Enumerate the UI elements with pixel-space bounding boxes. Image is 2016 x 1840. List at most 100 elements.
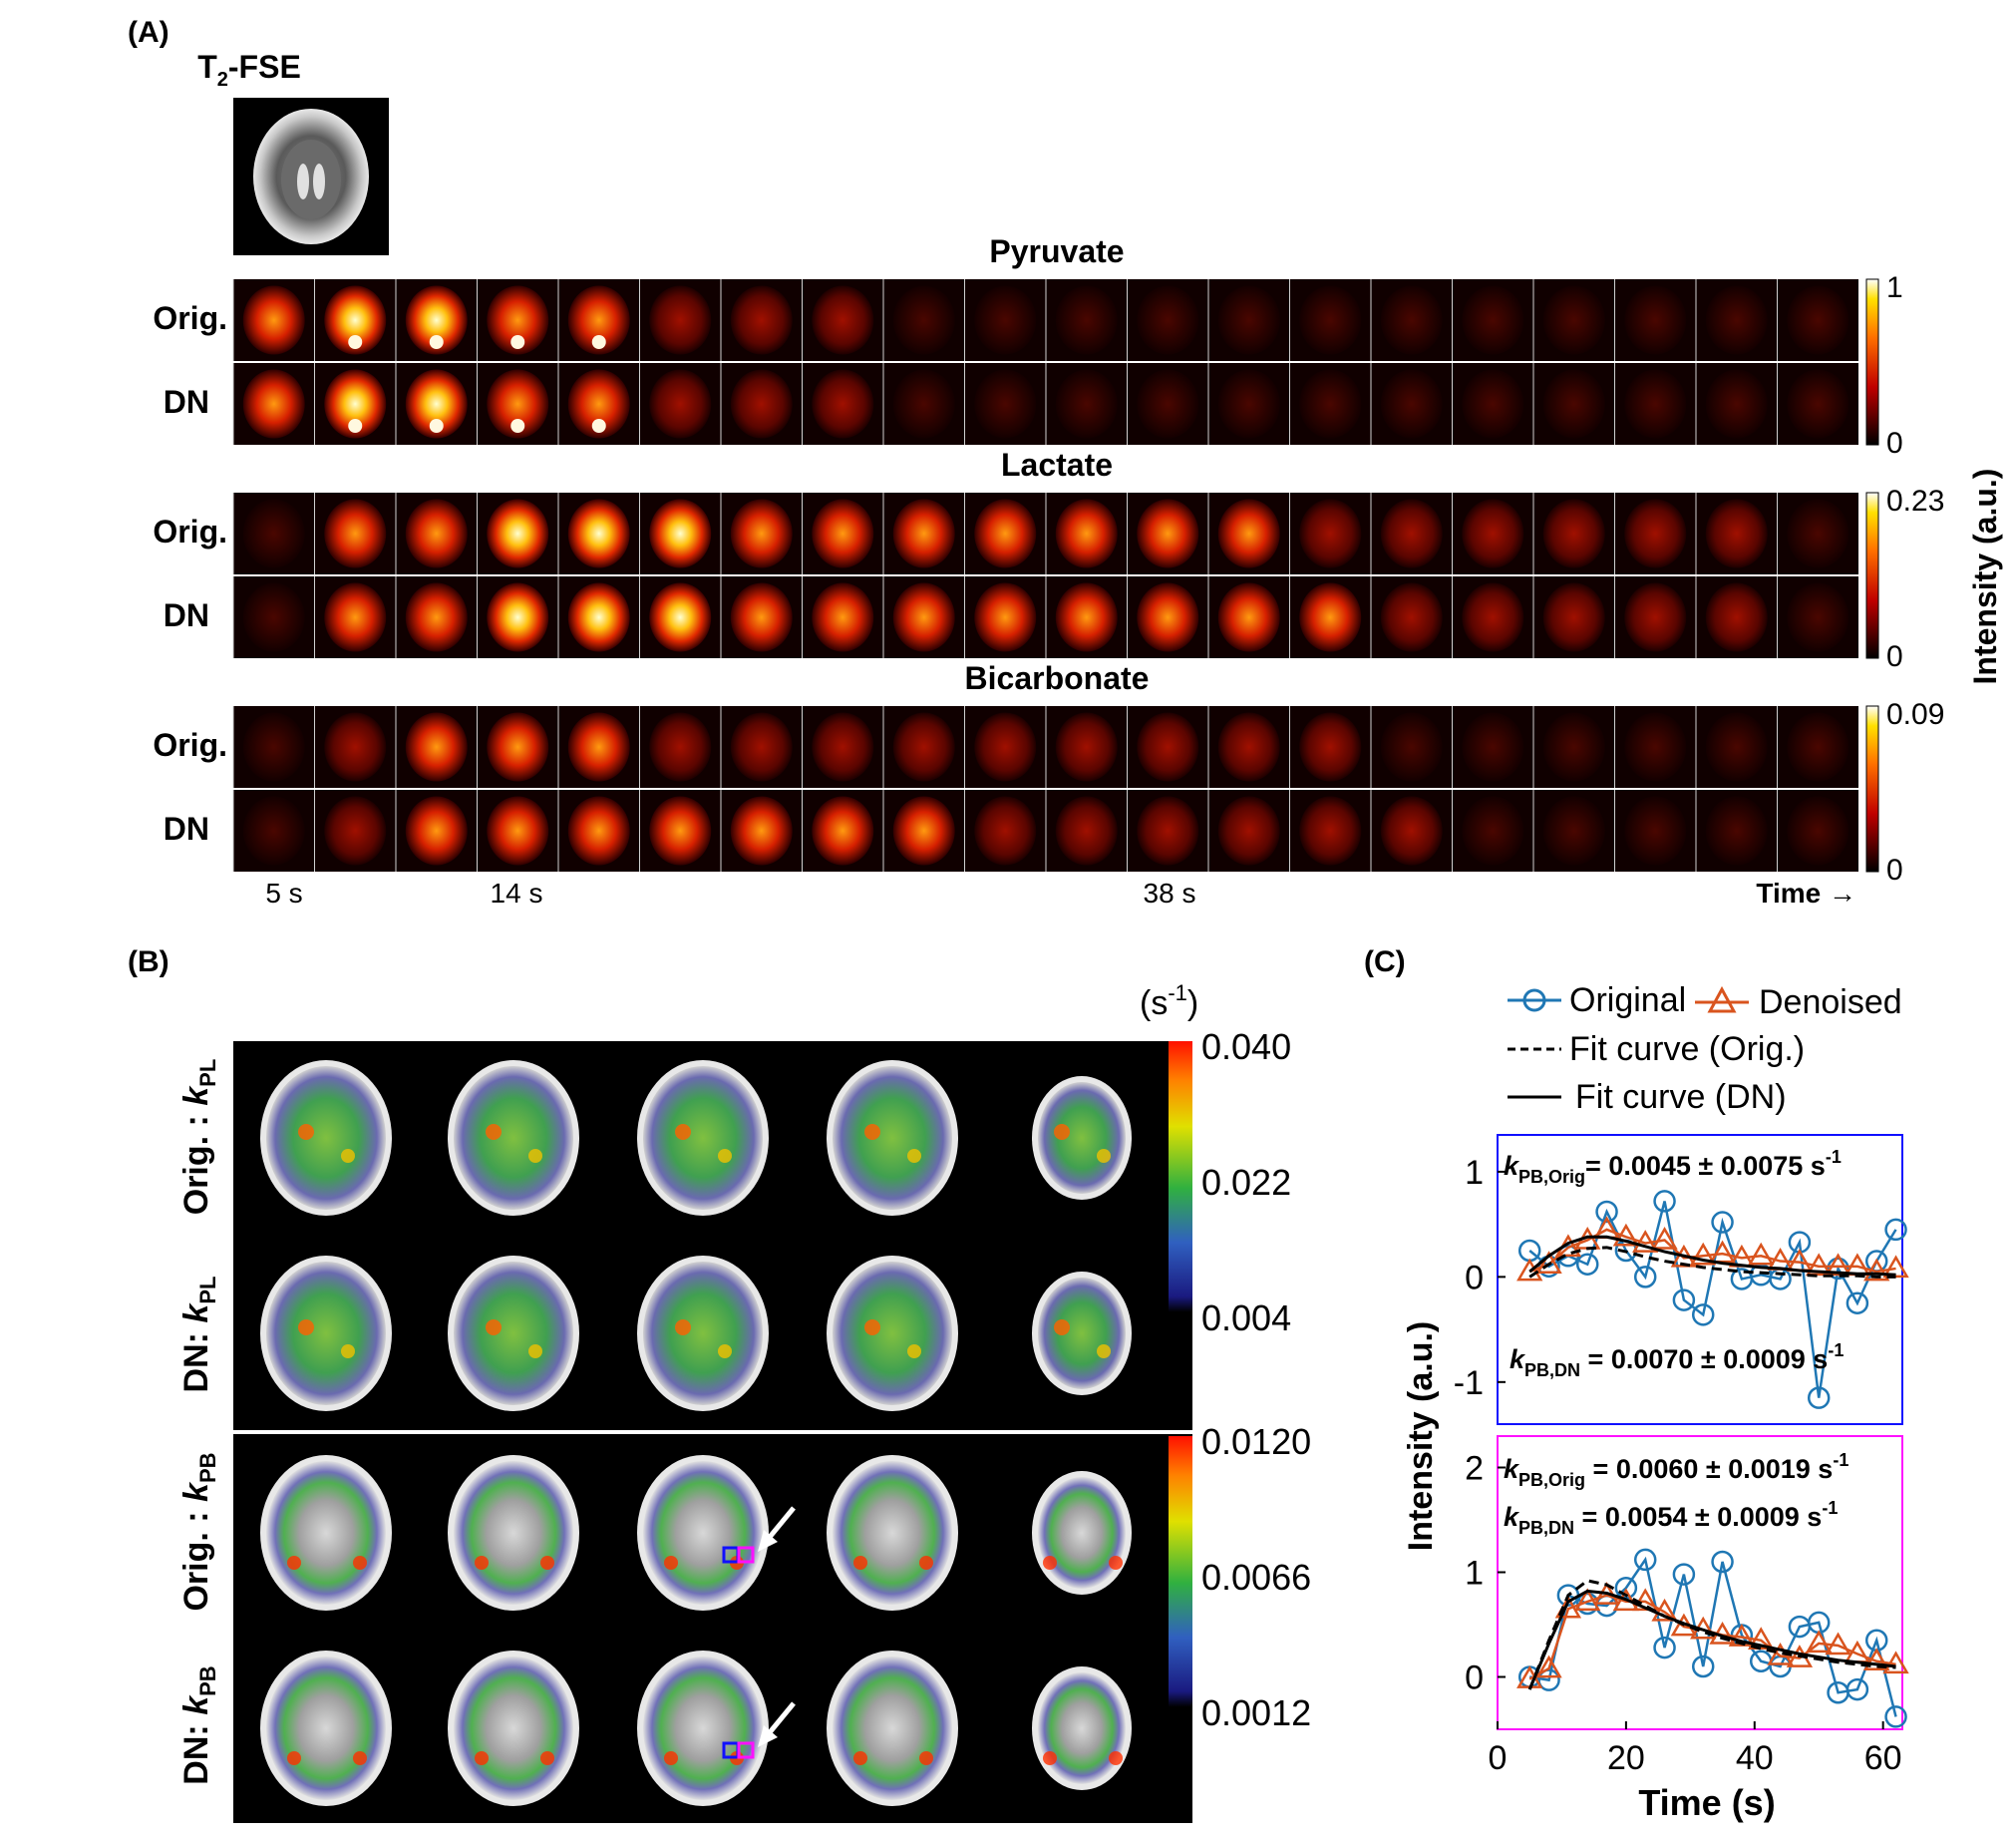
hot-spot xyxy=(540,1751,554,1765)
svg-text:Orig. : kPL: Orig. : kPL xyxy=(177,1059,220,1216)
vessel-spot xyxy=(348,419,363,433)
metabolite-frame xyxy=(1055,369,1118,439)
metabolite-frame xyxy=(1055,285,1118,355)
colorbar-unit: (s-1) xyxy=(1140,980,1198,1022)
group-title-1: Lactate xyxy=(1001,447,1113,483)
data-point-denoised xyxy=(1825,1253,1851,1277)
y-tick-label: 1 xyxy=(1465,1555,1484,1593)
time-label-5s: 5 s xyxy=(265,878,302,909)
metabolite-frame xyxy=(1462,582,1524,652)
svg-text:Fit curve (Orig.): Fit curve (Orig.) xyxy=(1569,1030,1805,1068)
row-label-dn-kpl: DN: kPL xyxy=(177,1277,220,1393)
panel-a-image-grid: Pyruvate Orig. DN 1 0 Lactate Orig. DN 0.23 0 Bica… xyxy=(153,233,1944,887)
data-point-denoised xyxy=(1690,1242,1717,1266)
metabolite-frame xyxy=(1217,499,1280,568)
rate-map-slice xyxy=(833,1066,952,1210)
data-point-original xyxy=(1846,1291,1869,1314)
metabolite-frame xyxy=(1217,369,1280,439)
rate-map-slice xyxy=(266,1262,386,1405)
metabolite-frame xyxy=(1380,285,1443,355)
vessel-spot xyxy=(510,335,525,349)
metabolite-frame xyxy=(1380,582,1443,652)
hot-spot xyxy=(919,1556,933,1570)
metabolite-frame xyxy=(1055,712,1118,782)
cb-kpb-max: 0.0120 xyxy=(1201,1421,1311,1462)
time-axis-label: Time → xyxy=(1756,878,1856,909)
metabolite-frame xyxy=(405,369,468,439)
data-point-original xyxy=(1633,1266,1657,1288)
rate-map-slice xyxy=(266,1656,386,1800)
metabolite-frame xyxy=(812,499,874,568)
plot-bottom-frame xyxy=(1497,1435,1903,1730)
row-label-dn-kpb: DN: kPB xyxy=(177,1665,220,1784)
row-label-orig-kpb: Orig. : kPB xyxy=(177,1452,220,1611)
metabolite-frame xyxy=(567,369,630,439)
bottom-annot-dn: kPB,DN = 0.0054 ± 0.0009 s-1 xyxy=(1504,1498,1838,1538)
metabolite-frame xyxy=(1462,369,1524,439)
rate-map-slice xyxy=(833,1461,952,1605)
rate-map-slice xyxy=(1038,1672,1126,1784)
time-label-38s: 38 s xyxy=(1144,878,1196,909)
top-annot-orig: kPB,Orig= 0.0045 ± 0.0075 s-1 xyxy=(1504,1147,1842,1187)
metabolite-frame xyxy=(405,285,468,355)
metabolite-frame xyxy=(730,796,793,866)
metabolite-frame xyxy=(1055,499,1118,568)
metabolite-frame xyxy=(405,499,468,568)
hot-spot xyxy=(675,1319,691,1335)
rate-map-slice xyxy=(643,1066,763,1210)
metabolite-frame xyxy=(812,712,874,782)
data-point-denoised xyxy=(1516,1258,1543,1282)
hot-spot xyxy=(1109,1556,1123,1570)
group-title-0: Pyruvate xyxy=(989,233,1124,269)
metabolite-frame xyxy=(1299,712,1362,782)
metabolite-frame xyxy=(730,369,793,439)
metabolite-frame xyxy=(324,582,387,652)
metabolite-frame xyxy=(974,369,1037,439)
metabolite-frame xyxy=(974,582,1037,652)
hot-spot xyxy=(675,1124,691,1140)
colorbar-hot xyxy=(1865,492,1879,659)
metabolite-frame xyxy=(1624,285,1687,355)
series-line-fit-curve-orig- xyxy=(1527,1579,1896,1690)
data-point-denoised xyxy=(1612,1588,1640,1612)
metabolite-frame xyxy=(487,796,549,866)
hot-spot xyxy=(528,1149,542,1163)
data-point-original xyxy=(1691,1303,1715,1326)
legend: Original Denoised Fit curve (Orig.) Fit … xyxy=(1508,981,1902,1116)
metabolite-frame xyxy=(1217,582,1280,652)
hot-spot xyxy=(853,1751,867,1765)
panel-c-label: (C) xyxy=(1364,945,1406,978)
metabolite-frame xyxy=(1705,712,1768,782)
metabolite-frame xyxy=(1705,499,1768,568)
arrow-icon xyxy=(758,1506,796,1552)
legend-original: Original xyxy=(1508,981,1686,1019)
metabolite-frame xyxy=(1137,369,1199,439)
hot-spot xyxy=(907,1344,921,1358)
metabolite-frame xyxy=(487,369,549,439)
metabolite-frame xyxy=(892,796,955,866)
panel-b-label: (B) xyxy=(128,945,169,978)
metabolite-frame xyxy=(324,796,387,866)
metabolite-frame xyxy=(974,796,1037,866)
x-tick-label: 20 xyxy=(1607,1739,1645,1777)
metabolite-frame xyxy=(730,582,793,652)
metabolite-frame xyxy=(1462,499,1524,568)
metabolite-frame xyxy=(1137,499,1199,568)
x-tick-label: 40 xyxy=(1736,1739,1774,1777)
hot-spot xyxy=(1043,1751,1057,1765)
metabolite-frame xyxy=(812,285,874,355)
metabolite-frame xyxy=(1705,582,1768,652)
data-point-denoised xyxy=(1651,1226,1678,1250)
hot-spot xyxy=(718,1344,732,1358)
arrow-icon xyxy=(758,1701,796,1747)
metabolite-frame xyxy=(324,712,387,782)
data-point-denoised xyxy=(1535,1655,1562,1678)
metabolite-frame xyxy=(1137,712,1199,782)
cb-kpb-min: 0.0012 xyxy=(1201,1692,1311,1733)
hot-spot xyxy=(341,1149,355,1163)
metabolite-frame xyxy=(1705,369,1768,439)
legend-fit-orig: Fit curve (Orig.) xyxy=(1508,1030,1805,1068)
metabolite-frame xyxy=(1542,712,1605,782)
series-line-original xyxy=(1529,1556,1897,1717)
colorbar-hot xyxy=(1865,705,1879,873)
